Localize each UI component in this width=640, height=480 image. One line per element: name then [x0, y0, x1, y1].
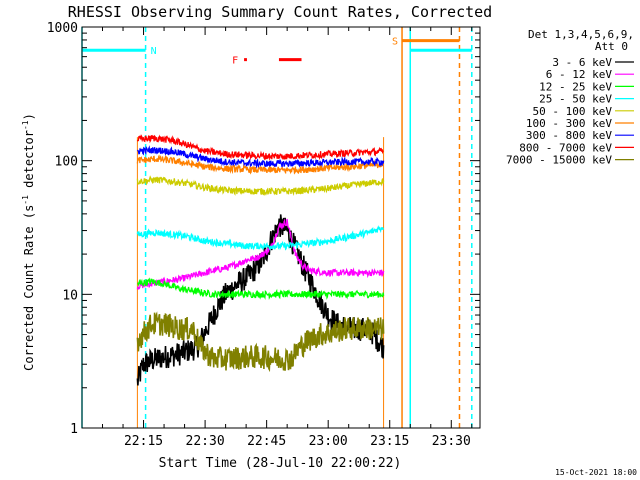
- flag-label: N: [151, 46, 157, 57]
- legend-label: 800 - 7000 keV: [519, 141, 612, 154]
- y-axis-label-part: ): [22, 113, 36, 120]
- legend-label: 100 - 300 keV: [526, 117, 612, 130]
- plot-frame: [81, 26, 481, 429]
- series-line: [136, 175, 385, 196]
- y-axis-label-sup: -1: [21, 120, 30, 130]
- y-axis-label-part: detector: [22, 130, 36, 195]
- series-line: [136, 154, 384, 175]
- x-tick-label: 23:00: [309, 434, 348, 449]
- series-line: [136, 218, 385, 291]
- y-tick-label: 10: [62, 288, 78, 303]
- plot-area: N S F: [81, 26, 481, 429]
- x-axis: 22:15 22:30 22:45 23:00 23:15 23:30: [102, 27, 473, 449]
- legend-label: 300 - 800 keV: [526, 129, 612, 142]
- legend-label: 50 - 100 keV: [533, 105, 613, 118]
- legend-label: 6 - 12 keV: [546, 68, 613, 81]
- x-tick-label: 22:30: [186, 434, 225, 449]
- legend-label: 12 - 25 keV: [539, 80, 612, 93]
- y-tick-label: 100: [55, 155, 78, 170]
- flag-label: F: [232, 56, 238, 67]
- x-tick-label: 23:30: [432, 434, 471, 449]
- chart-title: RHESSI Observing Summary Count Rates, Co…: [68, 3, 492, 21]
- y-tick-label: 1000: [47, 21, 78, 36]
- legend-label: 3 - 6 keV: [552, 56, 612, 69]
- generated-timestamp: 15-Oct-2021 18:00: [555, 468, 637, 477]
- series-line: [137, 145, 385, 169]
- x-tick-label: 22:15: [124, 434, 163, 449]
- series-line: [137, 277, 385, 301]
- x-tick-label: 22:45: [247, 434, 286, 449]
- x-tick-label: 23:15: [370, 434, 409, 449]
- series-line: [136, 225, 385, 251]
- series-line: [136, 311, 385, 373]
- legend-label: 25 - 50 keV: [539, 93, 612, 106]
- legend-header-line: Att 0: [595, 40, 628, 53]
- series-line: [136, 134, 384, 161]
- y-axis-label: Corrected Count Rate (s-1 detector-1): [21, 113, 36, 371]
- flag-label: S: [392, 37, 398, 48]
- y-axis-label-sup: -1: [21, 195, 30, 205]
- legend-header-line: Det 1,3,4,5,6,9,: [528, 28, 634, 41]
- y-axis: 1 10 100 1000: [47, 21, 480, 437]
- y-axis-label-part: Corrected Count Rate (s: [22, 205, 36, 371]
- y-tick-label: 1: [70, 422, 78, 437]
- legend-label: 7000 - 15000 keV: [506, 154, 612, 167]
- x-axis-label: Start Time (28-Jul-10 22:00:22): [159, 456, 402, 471]
